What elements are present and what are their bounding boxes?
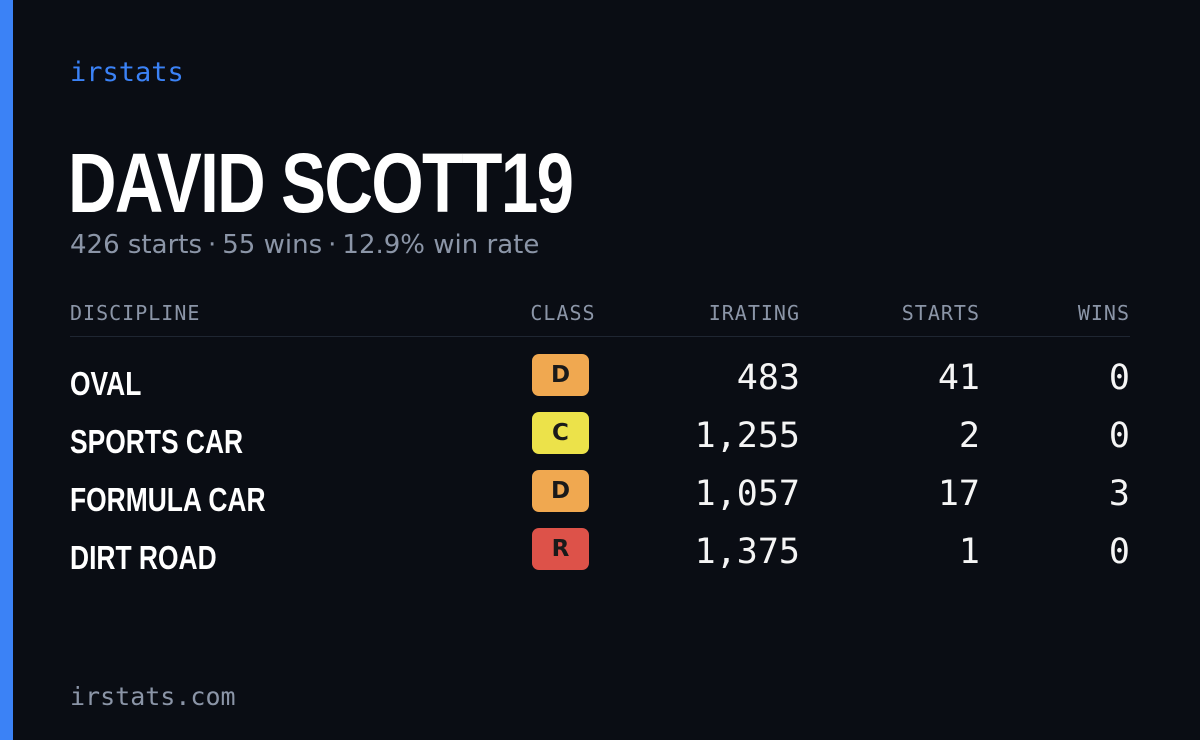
wins-count: 55 wins [222,230,323,260]
summary-separator: · [208,230,217,260]
discipline-name: FORMULA CAR [70,481,266,518]
starts-value: 1 [958,532,980,572]
starts-value: 2 [958,416,980,456]
table-header: DISCIPLINE CLASS IRATING STARTS WINS [70,298,1130,337]
accent-bar [0,0,13,740]
wins-value: 0 [1108,532,1130,572]
player-name: DAVID SCOTT19 [68,136,574,230]
class-badge: R [532,528,589,570]
header-discipline: DISCIPLINE [70,301,201,325]
player-summary: 426 starts · 55 wins · 12.9% win rate [70,228,539,262]
discipline-table: DISCIPLINE CLASS IRATING STARTS WINS OVA… [70,298,1130,586]
header-wins: WINS [1077,301,1130,325]
table-row: DIRT ROAD R 1,375 1 0 [70,528,1130,586]
irating-value: 1,057 [694,474,800,514]
class-badge: D [532,354,589,396]
brand-logo[interactable]: irstats [70,57,184,88]
class-badge: D [532,470,589,512]
discipline-name: OVAL [70,365,142,402]
footer-url[interactable]: irstats.com [70,682,236,711]
table-body: OVAL D 483 41 0 SPORTS CAR C 1,255 2 0 F… [70,354,1130,586]
starts-count: 426 starts [70,230,202,260]
class-badge: C [532,412,589,454]
header-irating: IRATING [708,301,800,325]
irating-value: 1,375 [694,532,800,572]
win-rate: 12.9% win rate [342,230,540,260]
header-starts: STARTS [901,301,980,325]
summary-separator: · [328,230,337,260]
starts-value: 41 [937,358,980,398]
discipline-name: SPORTS CAR [70,423,244,460]
wins-value: 0 [1108,416,1130,456]
irating-value: 483 [736,358,800,398]
table-row: FORMULA CAR D 1,057 17 3 [70,470,1130,528]
table-row: SPORTS CAR C 1,255 2 0 [70,412,1130,470]
discipline-name: DIRT ROAD [70,539,217,576]
starts-value: 17 [937,474,980,514]
table-row: OVAL D 483 41 0 [70,354,1130,412]
wins-value: 3 [1108,474,1130,514]
header-class: CLASS [530,301,596,325]
irating-value: 1,255 [694,416,800,456]
wins-value: 0 [1108,358,1130,398]
